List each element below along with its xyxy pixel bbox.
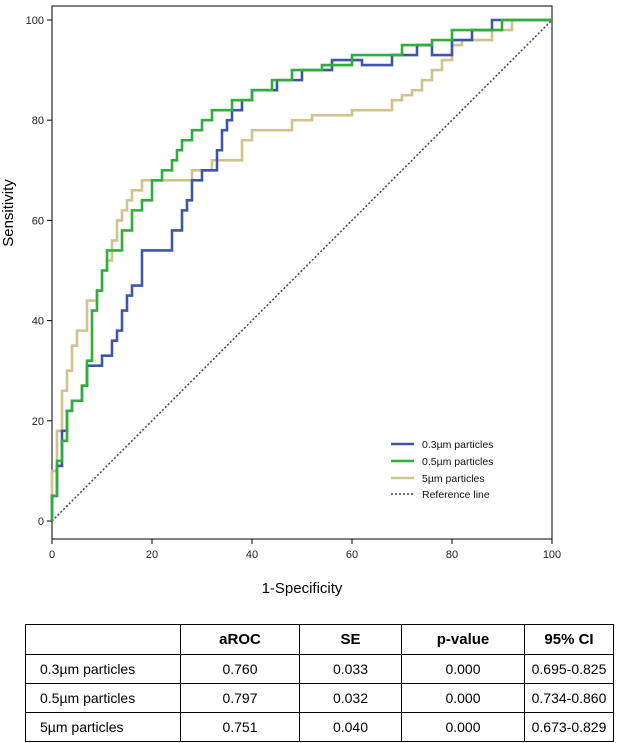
cell-aroc: 0.751 bbox=[180, 712, 300, 742]
cell-aroc: 0.760 bbox=[180, 654, 300, 684]
table-header-aroc: aROC bbox=[180, 624, 300, 655]
y-tick-label: 80 bbox=[32, 115, 44, 127]
y-tick-label: 20 bbox=[32, 416, 44, 428]
series-lines bbox=[50, 18, 553, 522]
legend: 0.3µm particles 0.5µm particles 5µm part… bbox=[391, 439, 493, 501]
table-row: 0.5µm particles 0.797 0.032 0.000 0.734-… bbox=[25, 683, 614, 713]
table-header-row: aROC SE p-value 95% CI bbox=[25, 624, 614, 655]
y-tick-label: 60 bbox=[32, 215, 44, 227]
y-tick-label: 100 bbox=[26, 15, 44, 27]
y-axis-title: Sensitivity bbox=[0, 179, 17, 247]
legend-label-0.3um: 0.3µm particles bbox=[422, 439, 493, 451]
cell-aroc: 0.797 bbox=[180, 683, 300, 713]
legend-label-0.5um: 0.5µm particles bbox=[422, 456, 493, 468]
cell-pvalue: 0.000 bbox=[401, 654, 525, 684]
x-tick-label: 100 bbox=[543, 549, 561, 561]
table-header-ci: 95% CI bbox=[524, 624, 614, 655]
x-axis-title: 1-Specificity bbox=[262, 580, 343, 597]
cell-ci: 0.695-0.825 bbox=[524, 654, 614, 684]
x-tick-label: 80 bbox=[446, 549, 458, 561]
y-tick-label: 40 bbox=[32, 316, 44, 328]
y-tick-label: 0 bbox=[38, 516, 44, 528]
table-row: 5µm particles 0.751 0.040 0.000 0.673-0.… bbox=[25, 712, 614, 742]
cell-ci: 0.673-0.829 bbox=[524, 712, 614, 742]
row-label: 5µm particles bbox=[25, 712, 181, 742]
row-label: 0.3µm particles bbox=[25, 654, 181, 684]
x-tick-label: 20 bbox=[146, 549, 158, 561]
row-label: 0.5µm particles bbox=[25, 683, 181, 713]
x-tick-label: 40 bbox=[246, 549, 258, 561]
cell-ci: 0.734-0.860 bbox=[524, 683, 614, 713]
cell-se: 0.032 bbox=[299, 683, 402, 713]
roc-chart: 0 20 40 60 80 100 0 20 40 60 80 100 1-Specificity S… bbox=[0, 5, 562, 597]
cell-se: 0.033 bbox=[299, 654, 402, 684]
cell-se: 0.040 bbox=[299, 712, 402, 742]
roc-curve-0.5um bbox=[50, 18, 552, 521]
auc-table: aROC SE p-value 95% CI 0.3µm particles 0… bbox=[25, 624, 614, 742]
cell-pvalue: 0.000 bbox=[401, 712, 525, 742]
legend-label-5um: 5µm particles bbox=[422, 473, 485, 485]
table-header-se: SE bbox=[299, 624, 402, 655]
table-header-empty bbox=[25, 624, 181, 655]
legend-label-reference: Reference line bbox=[422, 489, 490, 501]
roc-curve-5um bbox=[50, 18, 552, 521]
x-tick-label: 0 bbox=[49, 549, 55, 561]
table-header-pvalue: p-value bbox=[401, 624, 525, 655]
plot-area bbox=[51, 5, 553, 540]
reference-line bbox=[51, 19, 553, 522]
axis-ticks: 0 20 40 60 80 100 0 20 40 60 80 100 bbox=[26, 15, 562, 561]
cell-pvalue: 0.000 bbox=[401, 683, 525, 713]
x-tick-label: 60 bbox=[346, 549, 358, 561]
table-row: 0.3µm particles 0.760 0.033 0.000 0.695-… bbox=[25, 654, 614, 684]
